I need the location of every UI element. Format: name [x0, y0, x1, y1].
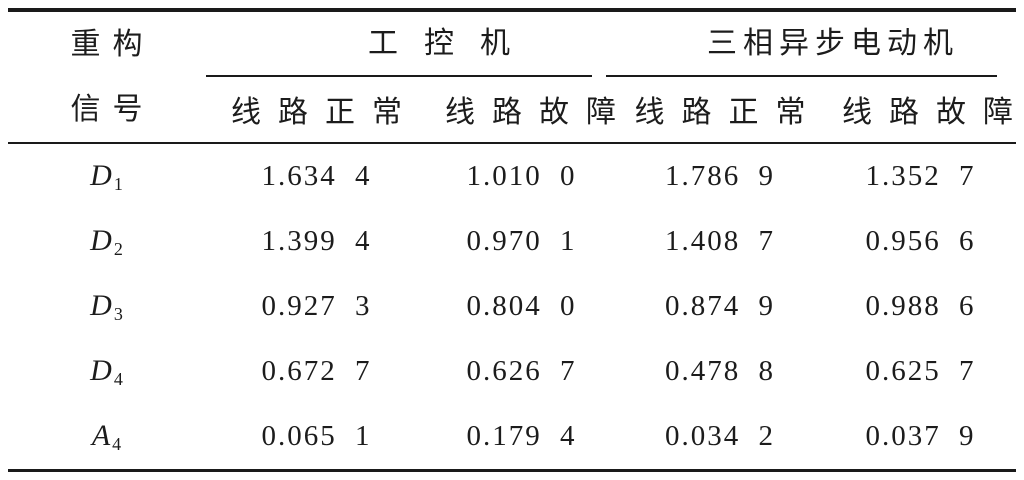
- value-cell: 0.956 6: [865, 225, 976, 257]
- value-cell: 0.804 0: [466, 290, 577, 322]
- subcol-header-pc-normal: 线路正常: [205, 76, 428, 144]
- value-cell: 0.625 7: [865, 355, 976, 387]
- group-title-industrial-pc: 工控机: [368, 27, 536, 60]
- value-cell: 0.478 8: [665, 355, 775, 387]
- value-cell: 0.034 2: [665, 420, 775, 452]
- value-cell: 0.626 7: [466, 355, 577, 387]
- stub-header-line1: 重构: [70, 28, 155, 61]
- value-cell: 0.988 6: [865, 290, 976, 322]
- signal-subscript: 2: [113, 238, 123, 259]
- group-underline: [606, 74, 997, 77]
- value-cell: 0.927 3: [261, 290, 372, 322]
- signal-letter: D: [90, 223, 112, 257]
- value-cell: 1.352 7: [865, 160, 976, 192]
- subcol-header-pc-fault: 线路故障: [428, 76, 616, 144]
- group-header-industrial-pc: 工控机: [205, 10, 615, 77]
- wavelet-energy-table: 重构 信号 工控机 三相异步电动机 线路正常 线路故障 线路正常 线路故障: [8, 8, 1016, 472]
- signal-letter: D: [90, 288, 112, 322]
- value-cell: 0.179 4: [466, 420, 577, 452]
- signal-subscript: 1: [113, 173, 123, 194]
- group-underline: [206, 74, 592, 77]
- value-cell: 1.786 9: [665, 160, 775, 192]
- value-cell: 1.010 0: [466, 160, 577, 192]
- value-cell: 1.634 4: [261, 160, 372, 192]
- value-cell: 0.065 1: [261, 420, 372, 452]
- subcol-header-motor-normal: 线路正常: [615, 76, 825, 144]
- value-cell: 0.672 7: [261, 355, 372, 387]
- value-cell: 0.874 9: [665, 290, 775, 322]
- signal-letter: D: [90, 353, 112, 387]
- group-header-three-phase-motor: 三相异步电动机: [606, 10, 1016, 77]
- stub-header: 重构 信号: [8, 10, 205, 144]
- value-cell: 1.399 4: [261, 225, 372, 257]
- signal-letter: D: [90, 158, 112, 192]
- stub-header-line2: 信号: [70, 93, 155, 126]
- signal-letter: A: [91, 418, 111, 452]
- value-cell: 0.970 1: [466, 225, 577, 257]
- signal-subscript: 3: [113, 303, 123, 324]
- subcol-header-motor-fault: 线路故障: [825, 76, 1016, 144]
- value-cell: 1.408 7: [665, 225, 775, 257]
- signal-subscript: 4: [112, 433, 122, 454]
- group-title-three-phase-motor: 三相异步电动机: [707, 27, 959, 60]
- signal-subscript: 4: [113, 368, 123, 389]
- value-cell: 0.037 9: [865, 420, 976, 452]
